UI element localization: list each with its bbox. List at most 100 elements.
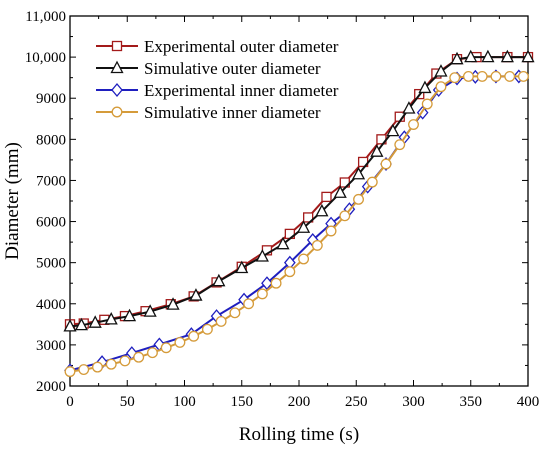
data-point (119, 355, 131, 367)
data-point (315, 203, 329, 217)
data-point (500, 49, 514, 63)
data-point (481, 49, 495, 63)
data-point (297, 220, 311, 233)
data-point (435, 81, 447, 93)
data-point (490, 70, 502, 82)
legend-label: Experimental outer diameter (144, 37, 339, 56)
x-axis-label: Rolling time (s) (239, 424, 359, 445)
data-series (63, 49, 535, 378)
y-tick-label: 8000 (36, 132, 66, 148)
x-tick-label: 50 (120, 394, 135, 410)
data-point (521, 49, 535, 63)
data-point (212, 273, 226, 287)
data-point (333, 185, 347, 198)
legend-marker (110, 60, 124, 74)
data-point (92, 361, 103, 373)
legend-label: Simulative inner diameter (144, 103, 321, 122)
y-tick-label: 4000 (36, 297, 66, 313)
x-tick-label: 0 (66, 394, 74, 410)
data-point (463, 70, 474, 82)
data-point (133, 351, 145, 363)
x-tick-label: 300 (402, 394, 425, 410)
y-tick-label: 3000 (36, 338, 66, 354)
data-point (418, 80, 432, 94)
data-point (243, 298, 255, 310)
data-point (303, 212, 314, 223)
data-point (146, 347, 158, 359)
data-point (504, 70, 516, 82)
data-point (298, 253, 310, 265)
data-point (421, 98, 433, 110)
series-line (69, 75, 524, 373)
data-point (270, 277, 282, 289)
y-tick-label: 9000 (36, 91, 66, 107)
data-point (188, 330, 200, 342)
data-point (311, 239, 323, 251)
x-tick-label: 350 (460, 394, 483, 410)
data-point (450, 51, 464, 65)
data-point (104, 311, 118, 325)
series-triangle (63, 49, 535, 332)
data-point (339, 210, 351, 222)
legend: Experimental outer diameter Simulative ou… (96, 37, 339, 122)
data-point (366, 176, 378, 188)
y-tick-label: 11,000 (25, 9, 66, 25)
y-tick-label: 10,000 (25, 50, 66, 66)
data-point (370, 144, 384, 157)
data-point (321, 191, 332, 203)
data-point (166, 297, 180, 310)
legend-marker (111, 40, 123, 52)
data-point (64, 366, 76, 378)
data-point (105, 358, 117, 370)
data-point (122, 308, 137, 322)
data-point (189, 288, 203, 301)
data-point (174, 336, 186, 348)
data-point (434, 64, 448, 77)
data-point (88, 315, 102, 328)
data-point (215, 316, 227, 327)
data-point (63, 318, 77, 332)
data-point (325, 225, 337, 237)
data-point (353, 193, 364, 205)
legend-entry: Experimental outer diameter (96, 37, 339, 56)
legend-marker (111, 106, 123, 118)
data-point (517, 70, 529, 82)
x-tick-label: 200 (288, 394, 311, 410)
data-point (143, 304, 157, 317)
y-tick-label: 6000 (36, 215, 66, 231)
legend-label: Simulative outer diameter (144, 59, 321, 78)
data-point (78, 364, 90, 376)
x-tick-label: 250 (345, 394, 368, 410)
data-point (394, 139, 406, 151)
data-point (476, 70, 488, 82)
x-tick-label: 400 (517, 394, 540, 410)
series-circle (64, 70, 529, 378)
data-point (464, 49, 478, 63)
legend-marker (111, 82, 123, 98)
data-point (351, 166, 366, 180)
tick-labels: 0 50 100 150 200 250 300 350 400 2000 3000 4000 5000… (25, 9, 540, 410)
data-point (449, 72, 461, 84)
data-point (74, 317, 89, 331)
legend-entry: Experimental inner diameter (96, 81, 339, 100)
data-point (408, 119, 419, 130)
data-point (160, 342, 172, 354)
data-point (284, 266, 296, 278)
x-tick-label: 100 (173, 394, 196, 410)
data-point (235, 260, 249, 274)
x-tick-label: 150 (231, 394, 254, 410)
legend-entry: Simulative outer diameter (96, 59, 321, 78)
data-point (256, 288, 268, 300)
data-point (201, 323, 213, 335)
data-point (402, 101, 416, 114)
y-tick-label: 2000 (36, 379, 66, 395)
y-axis-label: Diameter (mm) (2, 142, 23, 260)
data-point (255, 249, 269, 262)
y-tick-label: 5000 (36, 256, 66, 272)
y-tick-label: 7000 (36, 173, 66, 189)
legend-entry: Simulative inner diameter (96, 103, 321, 122)
data-point (380, 158, 392, 170)
data-point (229, 307, 241, 319)
legend-label: Experimental inner diameter (144, 81, 339, 100)
